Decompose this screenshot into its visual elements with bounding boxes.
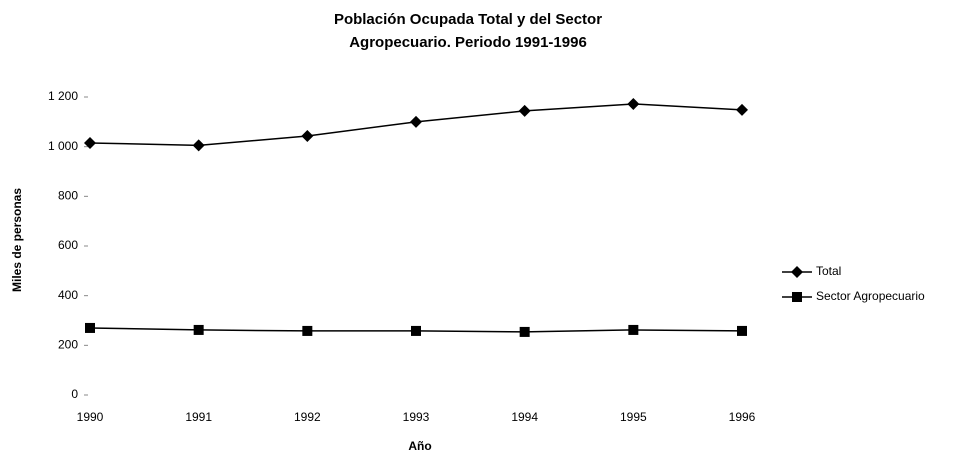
y-tick-label: 1 000: [48, 139, 78, 153]
marker: [84, 136, 96, 149]
marker: [302, 325, 313, 336]
y-tick-label: 800: [58, 189, 78, 203]
x-tick-label: 1995: [620, 410, 647, 424]
x-tick-label: 1993: [403, 410, 430, 424]
y-tick-label: 1 200: [48, 89, 78, 103]
marker: [737, 325, 747, 336]
y-tick-label: 200: [58, 338, 78, 352]
chart-title: Población Ocupada Total y del Sector: [334, 11, 602, 28]
y-tick-label: 400: [58, 288, 78, 302]
marker: [628, 324, 639, 335]
legend-marker: [792, 292, 802, 302]
marker: [518, 104, 531, 117]
marker: [85, 322, 95, 333]
marker: [192, 139, 205, 152]
legend-label: Sector Agropecuario: [816, 289, 925, 303]
marker: [411, 325, 421, 336]
x-tick-label: 1996: [729, 410, 756, 424]
marker: [301, 129, 314, 142]
y-axis-title: Miles de personas: [10, 188, 24, 292]
x-axis-title: Año: [408, 439, 431, 453]
marker: [193, 324, 204, 335]
x-tick-label: 1994: [511, 410, 538, 424]
marker: [410, 115, 422, 128]
y-tick-label: 600: [58, 238, 78, 252]
legend-label: Total: [816, 264, 841, 278]
marker: [519, 326, 530, 337]
x-tick-label: 1990: [77, 410, 104, 424]
x-tick-label: 1992: [294, 410, 321, 424]
legend-marker: [791, 266, 803, 278]
x-tick-label: 1991: [185, 410, 212, 424]
marker: [736, 103, 748, 116]
chart-title: Agropecuario. Periodo 1991-1996: [349, 34, 587, 51]
marker: [627, 97, 640, 110]
y-tick-label: 0: [71, 387, 78, 401]
